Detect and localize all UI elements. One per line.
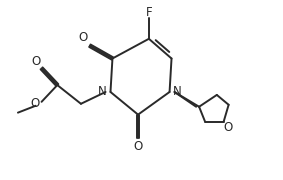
Text: O: O (133, 140, 143, 153)
Text: N: N (98, 86, 107, 98)
Text: O: O (78, 31, 87, 44)
Text: N: N (173, 86, 182, 98)
Text: O: O (30, 97, 39, 110)
Text: O: O (31, 55, 40, 68)
Text: F: F (145, 6, 152, 19)
Text: O: O (223, 121, 232, 134)
